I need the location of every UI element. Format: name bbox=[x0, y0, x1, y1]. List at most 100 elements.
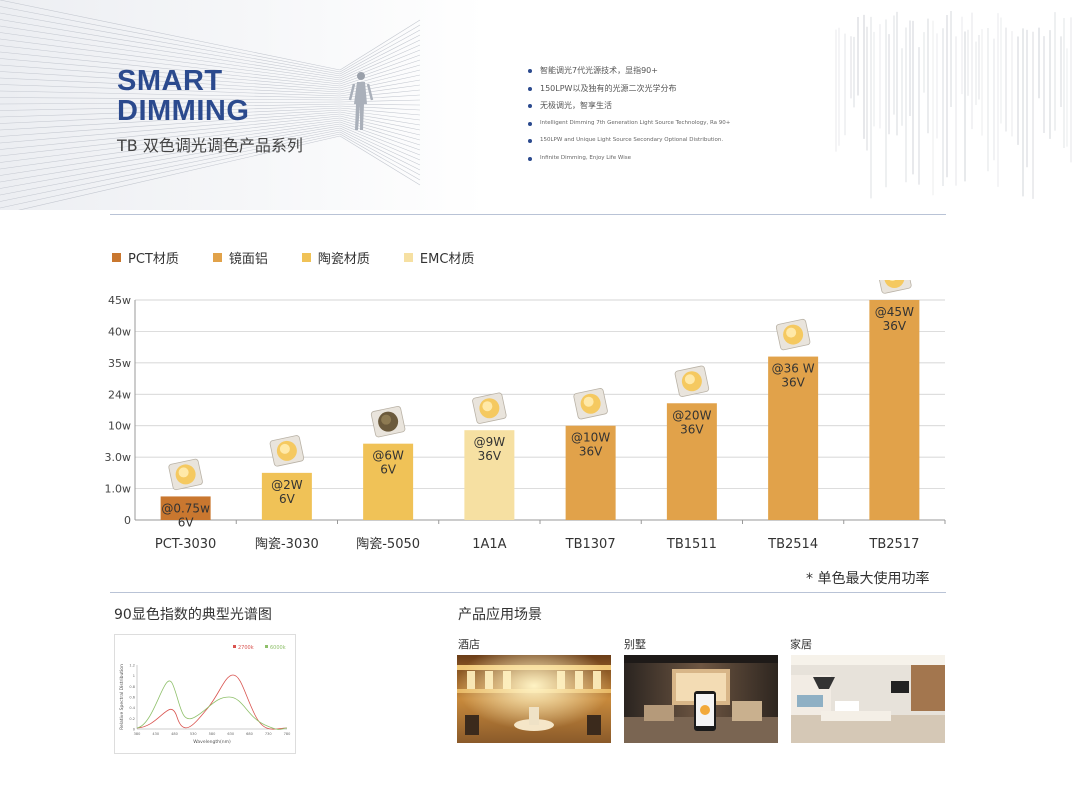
y-tick-label: 24w bbox=[108, 388, 131, 401]
app-label-home: 家居 bbox=[790, 638, 812, 651]
bar bbox=[869, 300, 920, 520]
spectrum-y-tick: 0.4 bbox=[129, 706, 135, 710]
spectrum-y-tick: 0 bbox=[133, 728, 135, 732]
led-chip-icon bbox=[775, 318, 811, 351]
bar bbox=[666, 403, 717, 520]
bar-value-label: @45W bbox=[875, 305, 914, 319]
x-category-label: TB1307 bbox=[565, 537, 616, 552]
bar-value-label: @10W bbox=[571, 431, 610, 445]
legend-label: 镜面铝 bbox=[228, 252, 268, 267]
spectrum-x-tick: 630 bbox=[227, 732, 234, 736]
legend-label: PCT材质 bbox=[128, 252, 179, 267]
bar bbox=[363, 443, 414, 520]
feature-bullet: 150LPW and Unique Light Source Secondary… bbox=[528, 132, 730, 150]
chart-footnote: * 单色最大使用功率 bbox=[806, 571, 930, 587]
spectrum-x-tick: 530 bbox=[190, 732, 197, 736]
spectrum-x-tick: 580 bbox=[209, 732, 216, 736]
bar-voltage-label: 36V bbox=[478, 449, 502, 463]
legend-swatch bbox=[301, 253, 311, 262]
legend-item: PCT材质 bbox=[112, 248, 179, 267]
led-chip-icon bbox=[877, 280, 912, 294]
led-chip-icon bbox=[168, 458, 203, 491]
bar-value-label: @0.75w bbox=[161, 501, 210, 515]
app-label-hotel: 酒店 bbox=[458, 638, 480, 651]
feature-bullet: 智能调光7代光源技术，显指90+ bbox=[528, 62, 730, 80]
bar-voltage-label: 6V bbox=[279, 492, 296, 506]
feature-bullet: Intelligent Dimming 7th Generation Light… bbox=[528, 115, 730, 133]
led-chip-icon bbox=[370, 405, 406, 438]
villa-scene-image bbox=[624, 655, 778, 743]
x-category-label: TB1511 bbox=[666, 537, 717, 552]
legend-label: EMC材质 bbox=[419, 252, 475, 267]
applications-title: 产品应用场景 bbox=[458, 607, 542, 623]
header-divider bbox=[110, 214, 946, 215]
x-category-label: 陶瓷-3030 bbox=[255, 536, 319, 552]
legend-item: 陶瓷材质 bbox=[301, 248, 370, 267]
x-category-label: 1A1A bbox=[472, 537, 506, 552]
bar bbox=[160, 496, 211, 520]
y-tick-label: 45w bbox=[108, 294, 131, 307]
bar bbox=[565, 425, 616, 520]
bar-value-label: @2W bbox=[271, 478, 303, 492]
spectrum-x-tick: 680 bbox=[246, 732, 253, 736]
spectrum-legend-label: 2700k bbox=[238, 645, 254, 651]
home-scene-image bbox=[791, 655, 945, 743]
legend-swatch bbox=[403, 253, 413, 262]
bar-value-label: @6W bbox=[372, 449, 404, 463]
y-tick-label: 3.0w bbox=[105, 451, 132, 464]
x-category-label: TB2514 bbox=[767, 537, 818, 552]
legend-swatch bbox=[212, 253, 222, 262]
title-smart: SMART bbox=[117, 65, 223, 97]
y-tick-label: 1.0w bbox=[105, 483, 132, 496]
header-decoration bbox=[0, 0, 1080, 210]
spectrum-y-tick: 1.2 bbox=[129, 664, 135, 668]
hotel-scene-image bbox=[457, 655, 611, 743]
section-divider bbox=[110, 592, 946, 593]
led-chip-icon bbox=[674, 365, 710, 397]
spectrum-legend-label: 6000k bbox=[270, 645, 286, 651]
spectrum-x-tick: 480 bbox=[171, 732, 178, 736]
bar-voltage-label: 36V bbox=[883, 319, 907, 333]
x-category-label: 陶瓷-5050 bbox=[356, 536, 420, 552]
led-chip-icon bbox=[472, 392, 507, 424]
walking-figure-icon bbox=[348, 72, 374, 130]
bar-value-label: @20W bbox=[672, 408, 711, 422]
spectrum-y-label: Relative Spectral Distribution bbox=[119, 664, 125, 730]
bar bbox=[464, 430, 515, 520]
bar-value-label: @36 W bbox=[772, 362, 815, 376]
bar-voltage-label: 6V bbox=[380, 463, 397, 477]
power-bar-chart: 0 1.0w 3.0w 10w 24w 35w 40w 45w @0.75w 6V PCT-3030… bbox=[105, 280, 946, 552]
bar-voltage-label: 36V bbox=[680, 422, 704, 436]
page-subtitle: TB 双色调光调色产品系列 bbox=[117, 136, 303, 155]
x-category-label: TB2517 bbox=[868, 537, 919, 552]
spectrum-y-tick: 0.6 bbox=[129, 696, 135, 700]
bar-value-label: @9W bbox=[474, 435, 506, 449]
bar bbox=[261, 472, 312, 520]
y-tick-label: 10w bbox=[108, 420, 131, 433]
legend-item: 镜面铝 bbox=[212, 248, 268, 267]
spectrum-curve-6000k bbox=[136, 680, 288, 730]
feature-bullet: Infinite Dimming, Enjoy Life Wise bbox=[528, 150, 730, 168]
title-dimming: DIMMING bbox=[117, 95, 250, 127]
y-tick-label: 40w bbox=[108, 325, 131, 338]
y-tick-label: 35w bbox=[108, 357, 131, 370]
spectrum-legend-swatch bbox=[233, 645, 236, 648]
spectrum-x-tick: 380 bbox=[134, 732, 141, 736]
app-label-villa: 别墅 bbox=[624, 638, 646, 651]
chart-legend: PCT材质 镜面铝 陶瓷材质 EMC材质 bbox=[112, 248, 508, 267]
spectrum-legend-swatch bbox=[265, 645, 268, 648]
legend-swatch bbox=[112, 253, 121, 262]
x-category-label: PCT-3030 bbox=[155, 537, 216, 552]
feature-bullets: 智能调光7代光源技术，显指90+ 150LPW以及独有的光源二次光学分布 无极调… bbox=[528, 62, 730, 168]
spectrum-curve-2700k bbox=[136, 674, 288, 730]
feature-bullet: 150LPW以及独有的光源二次光学分布 bbox=[528, 80, 730, 98]
bar-voltage-label: 36V bbox=[579, 445, 603, 459]
led-chip-icon bbox=[269, 435, 305, 467]
spectrum-x-tick: 730 bbox=[265, 732, 272, 736]
y-tick-label: 0 bbox=[124, 514, 131, 527]
spectrum-y-tick: 1 bbox=[133, 674, 135, 678]
spectrum-x-tick: 780 bbox=[284, 732, 291, 736]
bar bbox=[768, 356, 819, 520]
bar-voltage-label: 36V bbox=[781, 376, 805, 390]
